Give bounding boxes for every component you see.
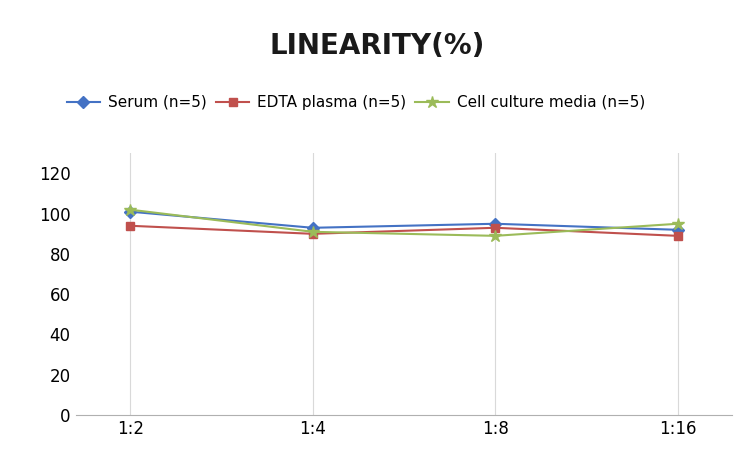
Text: LINEARITY(%): LINEARITY(%) [270,32,485,60]
Legend: Serum (n=5), EDTA plasma (n=5), Cell culture media (n=5): Serum (n=5), EDTA plasma (n=5), Cell cul… [60,89,651,116]
Line: EDTA plasma (n=5): EDTA plasma (n=5) [126,221,682,240]
Serum (n=5) [491,221,500,226]
EDTA plasma (n=5) [673,233,683,239]
Serum (n=5) [125,209,135,214]
Line: Serum (n=5): Serum (n=5) [126,207,682,234]
Serum (n=5) [308,225,317,230]
Cell culture media (n=5) [308,229,317,235]
Serum (n=5) [673,227,683,233]
Cell culture media (n=5) [125,207,135,212]
EDTA plasma (n=5) [308,231,317,236]
EDTA plasma (n=5) [491,225,500,230]
Cell culture media (n=5) [673,221,683,226]
Cell culture media (n=5) [491,233,500,239]
Line: Cell culture media (n=5): Cell culture media (n=5) [124,203,684,242]
EDTA plasma (n=5) [125,223,135,229]
